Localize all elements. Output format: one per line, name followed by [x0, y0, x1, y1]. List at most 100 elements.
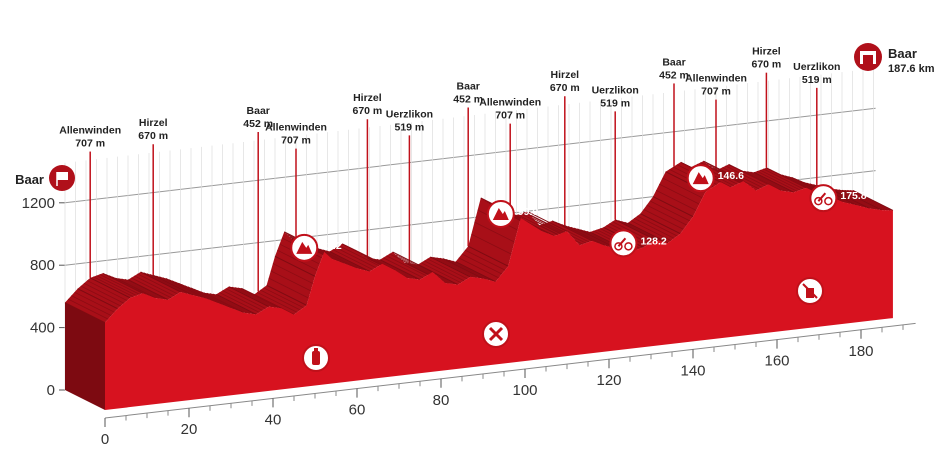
place-name: Allenwinden — [59, 125, 121, 137]
sprint-icon — [609, 229, 638, 258]
start-flag — [57, 172, 68, 180]
ridge — [722, 167, 763, 188]
ridge — [187, 286, 229, 308]
ridge — [442, 258, 484, 279]
place-name: Uerzlikon — [793, 61, 840, 73]
profile-side — [65, 302, 105, 410]
ridge — [268, 277, 309, 299]
ridge — [127, 279, 169, 301]
ridge — [149, 274, 191, 295]
ridge — [659, 183, 700, 205]
start-name: Baar — [15, 172, 44, 187]
y-tick-label: 1200 — [22, 195, 55, 212]
x-tick-label: 140 — [680, 362, 705, 379]
ridge — [756, 170, 798, 192]
sprint-glyph — [817, 192, 827, 202]
place-name: Hirzel — [752, 46, 781, 58]
place-elevation: 519 m — [802, 74, 832, 86]
ridge — [517, 214, 558, 236]
place-elevation: 670 m — [353, 105, 383, 117]
finish-distance: 187.6 km — [888, 63, 935, 75]
ridge — [612, 221, 653, 242]
ridge — [627, 222, 669, 244]
climb-glyph — [296, 241, 313, 254]
ridge — [89, 277, 131, 299]
ridge — [130, 277, 172, 299]
ridge — [228, 286, 270, 308]
climb-label: 52.2 — [321, 240, 342, 252]
ridge — [67, 298, 109, 320]
sprint-glyph — [824, 196, 833, 206]
finish-glyph — [860, 51, 876, 55]
ridge — [373, 258, 414, 280]
ridge — [744, 170, 785, 192]
ridge — [461, 253, 503, 275]
ridge — [256, 291, 298, 313]
ridge — [464, 249, 506, 271]
ridge — [467, 245, 509, 267]
ridge — [850, 190, 891, 211]
place-elevation: 670 m — [550, 82, 580, 94]
profile-front — [105, 181, 893, 410]
sprint-glyph — [814, 196, 823, 206]
ridge — [471, 233, 512, 255]
ridge — [313, 246, 355, 268]
y-tick-label: 0 — [47, 382, 55, 399]
ridge — [844, 189, 885, 211]
ridge — [646, 204, 687, 226]
ridge — [206, 292, 247, 314]
climb-label: 146.6 — [718, 170, 744, 182]
ridge — [455, 261, 496, 283]
place-name: Allenwinden — [685, 73, 747, 85]
sprint-glyph — [624, 242, 633, 251]
sprint-icon — [809, 184, 838, 213]
litter-icon — [796, 277, 824, 305]
feed-icon — [482, 320, 510, 348]
ridge — [215, 293, 257, 315]
ridge — [266, 284, 307, 306]
ridge — [655, 190, 697, 211]
ridge — [175, 281, 216, 303]
ridge — [841, 189, 883, 211]
ridge — [332, 249, 373, 270]
x-axis — [104, 322, 916, 419]
ridge — [747, 171, 788, 192]
ridge — [162, 277, 203, 298]
ridge — [159, 276, 200, 298]
ridge — [548, 221, 590, 243]
y-tick-label: 400 — [30, 320, 55, 337]
place-name: Uerzlikon — [592, 84, 639, 96]
ridge — [832, 188, 873, 210]
ridge — [753, 171, 795, 193]
ridge — [156, 275, 197, 297]
ridge — [706, 163, 747, 184]
sprint-glyph — [617, 237, 627, 248]
ridge — [621, 220, 662, 242]
x-tick-label: 160 — [764, 353, 789, 370]
ridge — [209, 293, 251, 314]
ridge — [838, 189, 880, 211]
ridge — [74, 291, 115, 313]
place-elevation: 707 m — [75, 138, 105, 150]
ridge — [277, 249, 318, 271]
ridge — [260, 289, 301, 311]
ridge — [124, 278, 166, 300]
sprint-label: 128.2 — [640, 235, 666, 247]
ridge — [561, 224, 602, 245]
ridge — [80, 285, 121, 307]
ridge — [433, 256, 474, 278]
ridge — [458, 257, 499, 279]
ridge — [449, 259, 490, 281]
place-elevation: 519 m — [600, 97, 630, 109]
ridge — [630, 220, 672, 241]
ridge — [212, 293, 254, 315]
ridge — [662, 177, 703, 199]
ridge — [420, 262, 462, 284]
profile-top — [65, 161, 893, 323]
ridge — [71, 295, 112, 317]
x-tick-label: 60 — [349, 402, 366, 419]
ridge — [430, 256, 471, 278]
ridge — [274, 255, 316, 277]
x-tick-label: 20 — [181, 421, 198, 438]
